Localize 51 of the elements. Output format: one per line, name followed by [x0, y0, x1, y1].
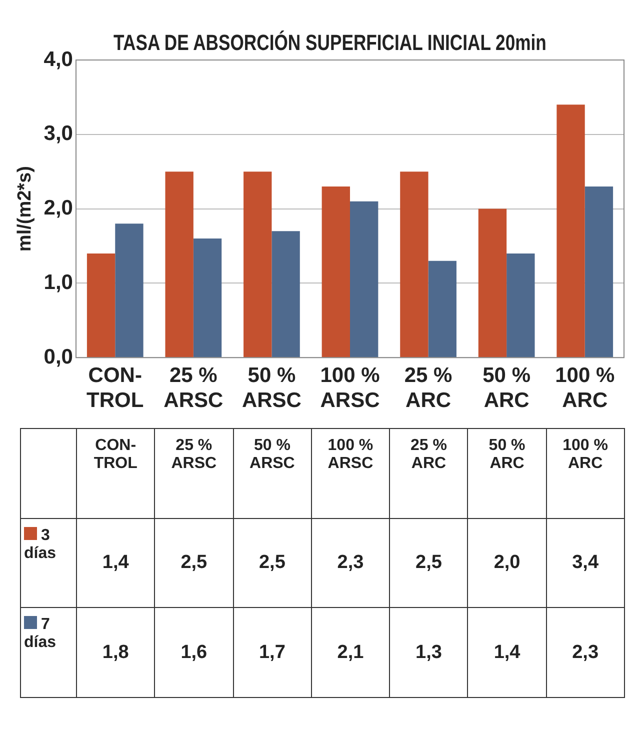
- data-label: 3,4: [546, 518, 624, 608]
- data-label: 1,4: [76, 518, 155, 608]
- bar: [506, 253, 535, 358]
- x-tick-label: 25 % ARC: [404, 364, 453, 412]
- data-label: 2,3: [311, 518, 390, 608]
- data-label: 1,3: [390, 608, 468, 698]
- bar: [400, 172, 428, 358]
- y-tick-label: 0,0: [44, 345, 73, 368]
- bar: [272, 231, 300, 358]
- bar: [584, 186, 614, 358]
- data-label: 2,5: [154, 518, 234, 608]
- data-label: 1,7: [233, 608, 312, 698]
- data-label: 1,6: [154, 608, 234, 698]
- bar: [556, 104, 585, 358]
- y-tick-label: 2,0: [44, 196, 73, 220]
- bar: [322, 186, 350, 358]
- data-label: 2,1: [311, 608, 390, 698]
- legend-label: 7 días: [20, 608, 76, 698]
- x-tick-label: 100 % ARSC: [320, 364, 380, 412]
- legend-label: 3 días: [20, 518, 76, 608]
- bar: [428, 260, 456, 358]
- bar: [86, 253, 116, 358]
- category-label: 100 % ARC: [562, 437, 608, 472]
- data-label: 2,3: [546, 608, 624, 698]
- y-tick-label: 3,0: [44, 122, 73, 146]
- y-tick-label: 1,0: [44, 270, 73, 294]
- data-label: 1,8: [76, 608, 155, 698]
- chart-title: TASA DE ABSORCIÓN SUPERFICIAL INICIAL 20min: [114, 30, 546, 55]
- bar: [244, 172, 272, 358]
- x-tick-label: 25 % ARSC: [164, 364, 224, 412]
- category-label: 100 % ARSC: [328, 437, 374, 472]
- data-label: 2,5: [233, 518, 312, 608]
- x-tick-label: 100 % ARC: [555, 364, 615, 412]
- y-axis-title: ml/(m2*s): [14, 166, 36, 252]
- x-tick-label: 50 % ARC: [482, 364, 531, 412]
- bar: [350, 201, 378, 358]
- x-tick-label: CON- TROL: [86, 364, 144, 412]
- category-label: 50 % ARSC: [250, 437, 295, 472]
- bar: [115, 224, 144, 358]
- category-label: CON- TROL: [94, 437, 138, 472]
- category-label: 25 % ARC: [410, 437, 447, 472]
- data-label: 2,0: [468, 518, 546, 608]
- y-tick-label: 4,0: [44, 48, 73, 71]
- category-label: 50 % ARC: [488, 437, 526, 472]
- bar: [193, 238, 222, 358]
- bar: [478, 208, 507, 358]
- data-label: 1,4: [468, 608, 546, 698]
- category-label: 25 % ARSC: [171, 437, 217, 472]
- bar: [165, 172, 194, 358]
- data-label: 2,5: [390, 518, 468, 608]
- x-tick-label: 50 % ARSC: [242, 364, 302, 412]
